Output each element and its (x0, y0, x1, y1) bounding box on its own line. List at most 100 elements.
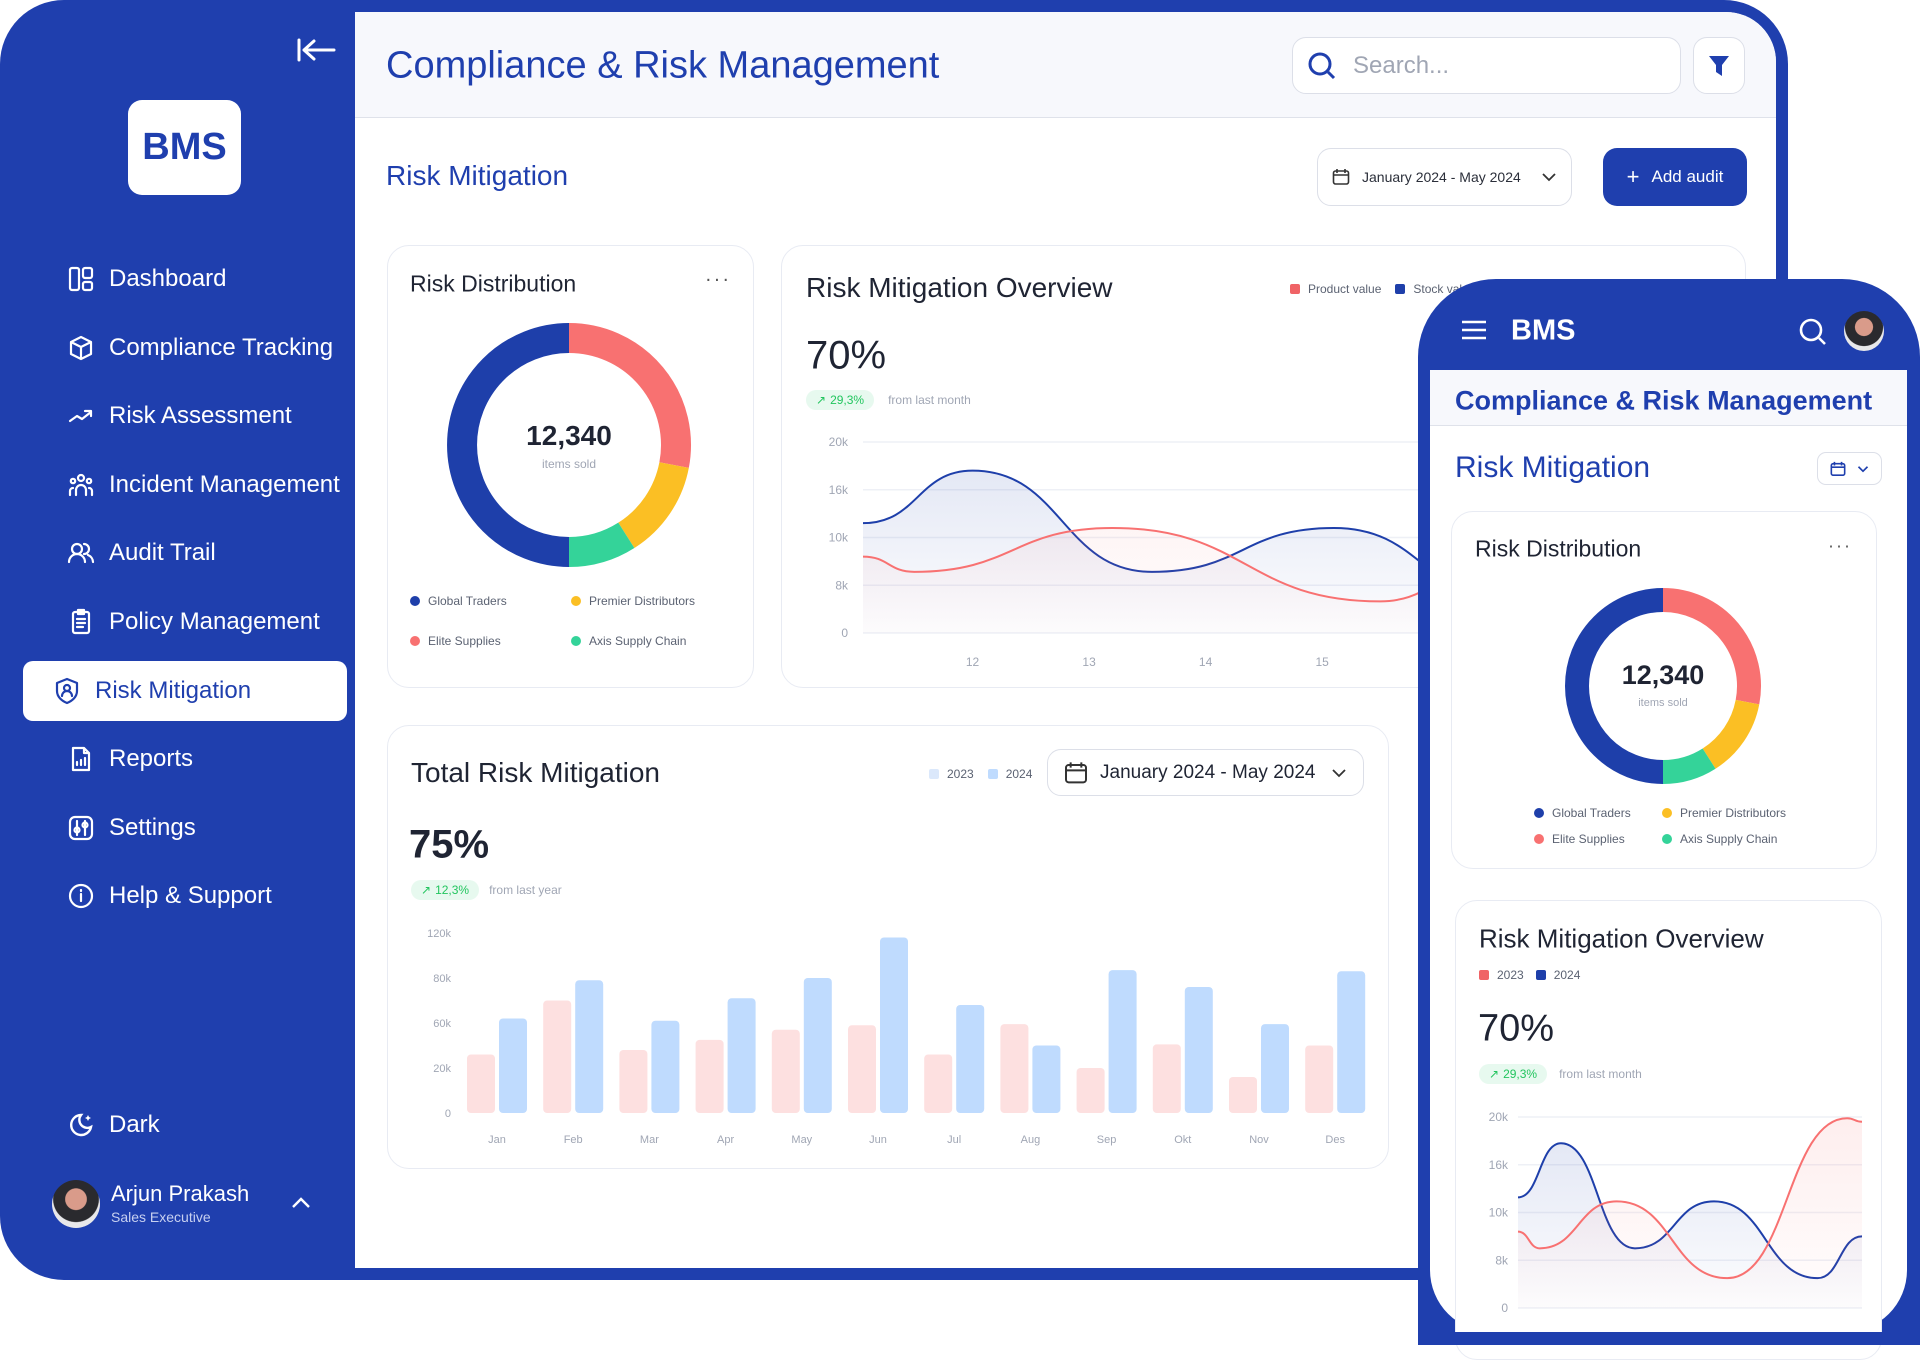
legend-item: Product value (1290, 282, 1381, 296)
search-icon[interactable] (1798, 317, 1828, 352)
bar-2023-Nov[interactable] (1229, 1077, 1257, 1113)
donut-slice-axis-supply-chain[interactable] (568, 522, 635, 567)
user-avatar[interactable] (1844, 311, 1884, 351)
legend-label: Elite Supplies (1552, 832, 1625, 846)
legend-label: Axis Supply Chain (1680, 832, 1778, 846)
donut-slice-premier-distributors[interactable] (617, 461, 689, 549)
section-title: Risk Mitigation (386, 160, 569, 191)
search-placeholder: Search... (1353, 51, 1450, 79)
card-title: Risk Distribution (1475, 535, 1642, 562)
sidebar-item-settings[interactable]: Settings (23, 798, 347, 858)
donut-slice-elite-supplies[interactable] (568, 323, 691, 468)
x-tick-label: 12 (966, 655, 980, 669)
total-bar-chart: 0 20k 60k 80k 120k Jan Feb Mar Apr May Jun Jul Aug Se… (427, 928, 1366, 1146)
mobile-date-dropdown[interactable] (1817, 452, 1882, 485)
chevron-up-icon[interactable] (290, 1196, 312, 1215)
bar-legend: 2023 2024 (929, 767, 1032, 781)
date-range-dropdown[interactable]: January 2024 - May 2024 (1317, 148, 1572, 206)
bar-2024-Sep[interactable] (1108, 970, 1137, 1113)
x-tick-label: Okt (1174, 1134, 1191, 1146)
mobile-page-title: Compliance & Risk Management (1455, 385, 1873, 416)
sidebar-item-label: Incident Management (109, 471, 340, 498)
add-audit-label: Add audit (1651, 167, 1724, 186)
bar-2023-Jun[interactable] (848, 1025, 876, 1113)
bar-2024-Feb[interactable] (575, 980, 604, 1113)
collapse-sidebar-icon[interactable] (296, 36, 336, 69)
sidebar-item-compliance-tracking[interactable]: Compliance Tracking (23, 318, 347, 378)
bar-2024-Nov[interactable] (1261, 1024, 1289, 1113)
search-input[interactable]: Search... (1292, 37, 1681, 94)
donut-total-label: items sold (1558, 697, 1768, 709)
sidebar-item-label: Audit Trail (109, 539, 216, 566)
add-audit-button[interactable]: + Add audit (1603, 148, 1747, 206)
y-tick-label: 120k (427, 928, 451, 940)
filter-button[interactable] (1693, 37, 1745, 94)
y-tick-label: 0 (1501, 1301, 1508, 1315)
bar-2024-Okt[interactable] (1184, 987, 1213, 1113)
donut-slice-global-traders[interactable] (447, 323, 570, 567)
legend-item: Global Traders (1534, 806, 1662, 820)
donut-slice-global-traders[interactable] (1565, 588, 1664, 784)
legend-dot (1662, 808, 1672, 818)
search-icon (1308, 52, 1336, 79)
users-icon (68, 473, 94, 497)
x-tick-label: Aug (1021, 1134, 1041, 1146)
y-tick-label: 8k (1495, 1253, 1509, 1267)
bar-2024-Jun[interactable] (880, 937, 908, 1114)
legend-label: Product value (1308, 282, 1382, 296)
bar-2023-Feb[interactable] (543, 1000, 572, 1114)
legend-dot (1534, 834, 1544, 844)
bar-2023-Aug[interactable] (1000, 1024, 1029, 1113)
sidebar-item-policy-management[interactable]: Policy Management (23, 592, 347, 652)
donut-slice-premier-distributors[interactable] (1702, 699, 1760, 769)
bar-2024-Jan[interactable] (499, 1018, 527, 1114)
bar-2024-Aug[interactable] (1032, 1045, 1061, 1114)
donut-total-label: items sold (439, 457, 699, 471)
more-options-icon[interactable]: ··· (1828, 535, 1852, 556)
sidebar-item-incident-management[interactable]: Incident Management (23, 455, 347, 515)
y-tick-label: 20k (829, 435, 849, 449)
bar-2024-Jul[interactable] (956, 1005, 985, 1113)
bar-2023-Jul[interactable] (924, 1054, 953, 1114)
x-tick-label: 13 (1082, 655, 1096, 669)
sidebar-item-dashboard[interactable]: Dashboard (23, 249, 347, 309)
sidebar-item-reports[interactable]: Reports (23, 729, 347, 789)
bar-2024-Mar[interactable] (651, 1020, 680, 1113)
sidebar-item-risk-mitigation[interactable]: Risk Mitigation (23, 661, 347, 721)
card-title: Total Risk Mitigation (411, 757, 660, 788)
sidebar-item-risk-assessment[interactable]: Risk Assessment (23, 386, 347, 446)
change-badge: ↗ 29,3% (806, 390, 875, 410)
bar-2024-May[interactable] (803, 978, 832, 1113)
sidebar-item-label: Help & Support (109, 882, 272, 909)
bar-2024-Apr[interactable] (727, 998, 756, 1113)
donut-slice-elite-supplies[interactable] (1662, 588, 1761, 705)
date-range-label: January 2024 - May 2024 (1100, 761, 1316, 783)
y-tick-label: 16k (829, 483, 849, 497)
bar-2023-Okt[interactable] (1152, 1044, 1181, 1113)
legend-item: 2024 (987, 767, 1032, 781)
more-options-icon[interactable]: ··· (705, 268, 731, 291)
sidebar-item-help-support[interactable]: Help & Support (23, 866, 347, 926)
hamburger-menu-icon[interactable] (1460, 318, 1488, 347)
bar-2023-Sep[interactable] (1076, 1068, 1105, 1113)
bar-2023-Jan[interactable] (467, 1054, 495, 1114)
user-name: Arjun Prakash (111, 1181, 250, 1206)
legend-dot (410, 636, 420, 646)
donut-legend: Global Traders Premier Distributors Elite … (1534, 806, 1864, 846)
legend-label: 2023 (947, 767, 974, 781)
sidebar-item-audit-trail[interactable]: Audit Trail (23, 523, 347, 583)
bar-2023-Mar[interactable] (619, 1050, 648, 1113)
bar-2023-May[interactable] (771, 1029, 800, 1113)
bar-2023-Des[interactable] (1305, 1045, 1334, 1114)
legend-item: 2024 (1535, 968, 1580, 982)
user-avatar[interactable] (52, 1180, 100, 1228)
dark-mode-toggle[interactable]: Dark (23, 1095, 347, 1155)
bar-2024-Des[interactable] (1337, 971, 1366, 1113)
legend-dot (571, 636, 581, 646)
user-role: Sales Executive (111, 1209, 211, 1225)
legend-label: Global Traders (428, 594, 507, 608)
total-date-dropdown[interactable]: January 2024 - May 2024 (1047, 749, 1364, 796)
series-line-2023[interactable] (1517, 1117, 1863, 1280)
bar-2023-Apr[interactable] (695, 1039, 724, 1113)
donut-slice-axis-supply-chain[interactable] (1662, 748, 1716, 784)
